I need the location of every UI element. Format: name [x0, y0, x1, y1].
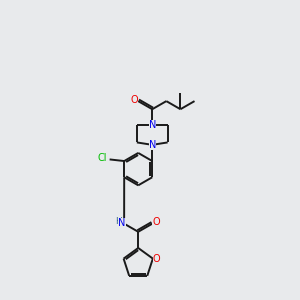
Text: N: N	[148, 120, 156, 130]
Text: O: O	[152, 217, 160, 227]
Text: N: N	[148, 140, 156, 150]
Text: Cl: Cl	[97, 153, 107, 163]
Text: O: O	[130, 94, 138, 105]
Text: H: H	[115, 218, 122, 226]
Text: O: O	[153, 254, 160, 264]
Text: N: N	[118, 218, 126, 228]
